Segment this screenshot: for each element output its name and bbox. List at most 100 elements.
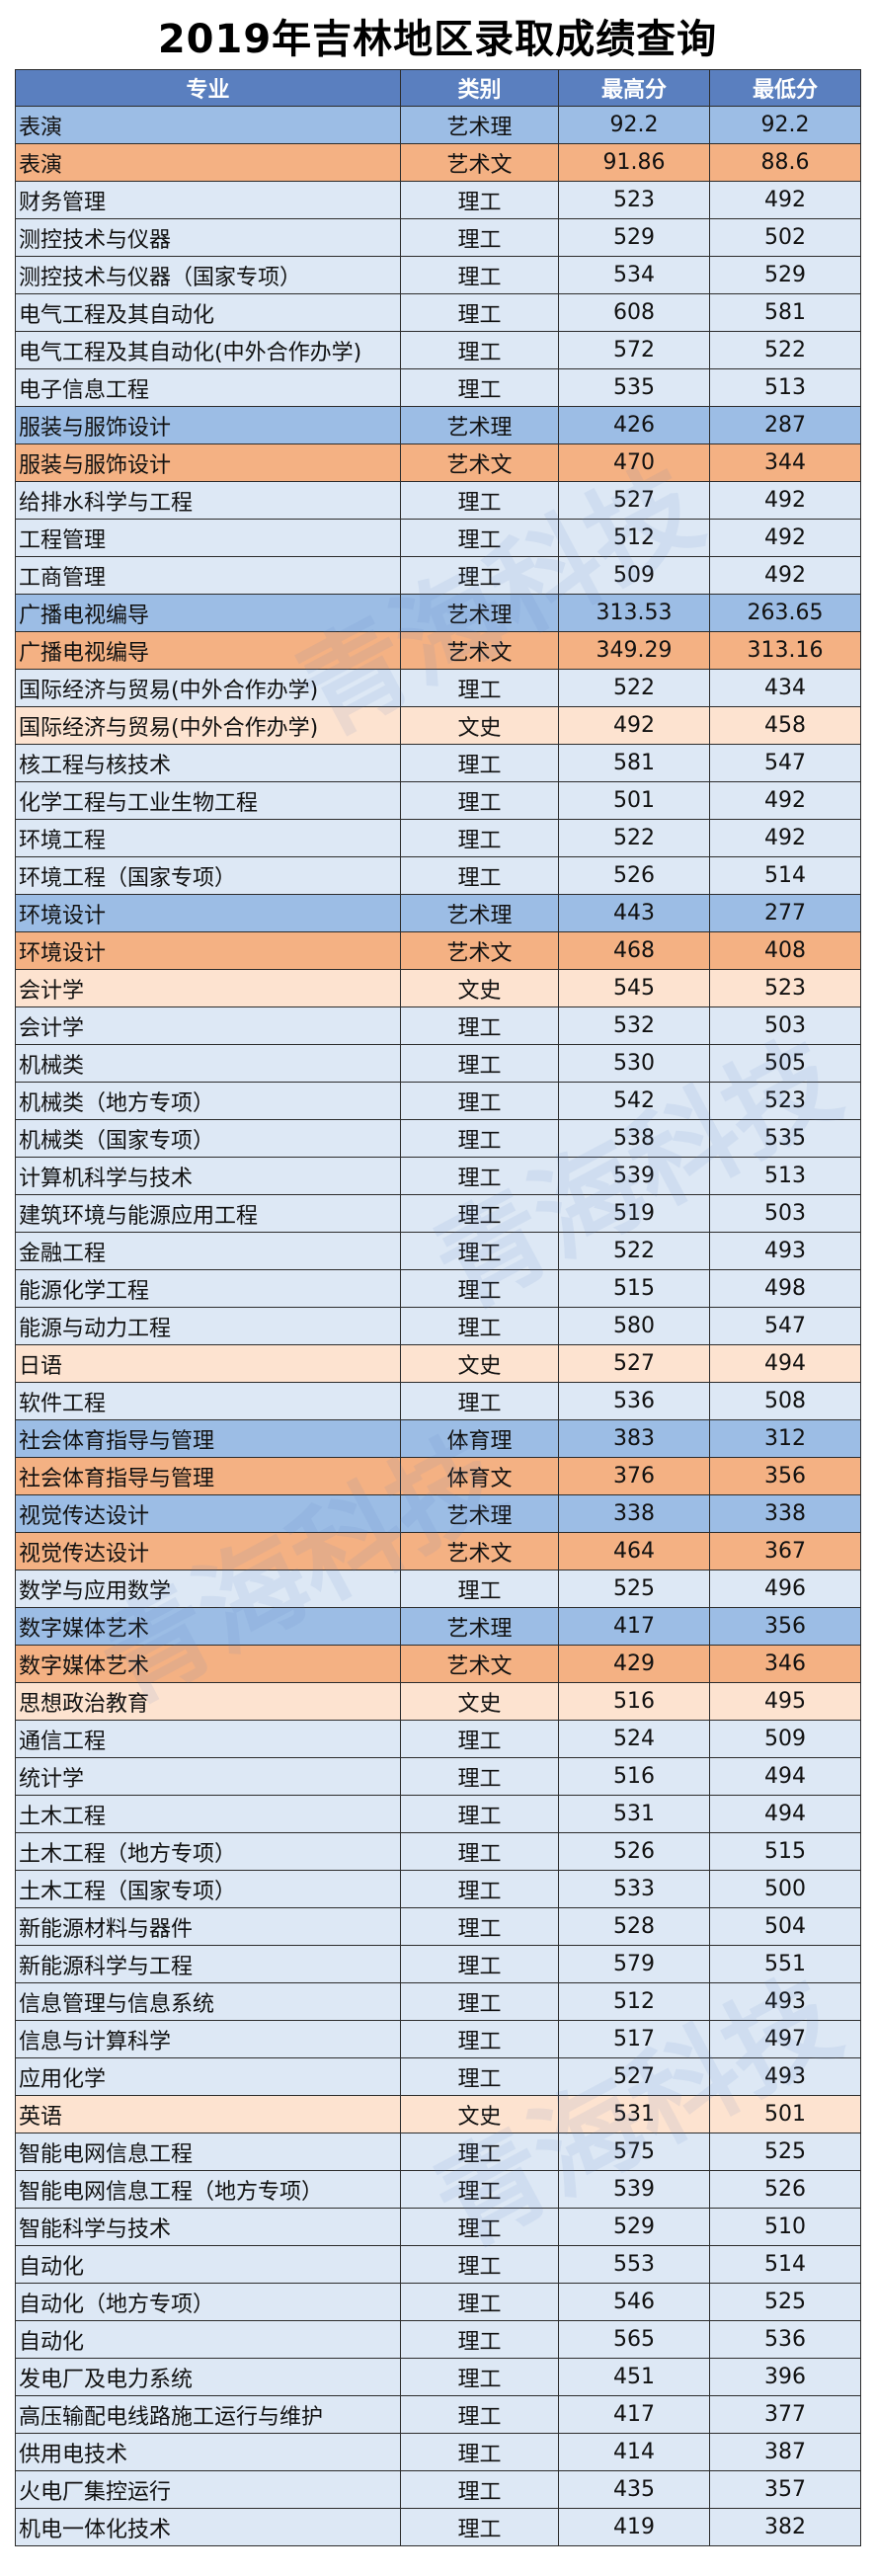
table-row: 能源化学工程 理工 515 498 — [15, 1269, 861, 1308]
table-row: 财务管理 理工 523 492 — [15, 181, 861, 219]
category-cell: 艺术理 — [400, 406, 559, 444]
major-cell: 应用化学 — [15, 2057, 401, 2096]
major-cell: 国际经济与贸易(中外合作办学) — [15, 669, 401, 707]
min-score-cell: 338 — [709, 1494, 861, 1533]
table-row: 电气工程及其自动化 理工 608 581 — [15, 293, 861, 332]
min-score-cell: 498 — [709, 1269, 861, 1308]
min-score-cell: 312 — [709, 1419, 861, 1458]
max-score-cell: 414 — [558, 2433, 710, 2471]
min-score-cell: 494 — [709, 1344, 861, 1383]
major-cell: 机械类 — [15, 1044, 401, 1083]
major-cell: 服装与服饰设计 — [15, 443, 401, 482]
min-score-cell: 522 — [709, 331, 861, 369]
major-cell: 机械类（地方专项） — [15, 1082, 401, 1120]
table-row: 环境设计 艺术文 468 408 — [15, 931, 861, 970]
category-cell: 理工 — [400, 2470, 559, 2509]
max-score-cell: 451 — [558, 2358, 710, 2396]
max-score-cell: 468 — [558, 931, 710, 970]
min-score-cell: 492 — [709, 781, 861, 820]
min-score-cell: 492 — [709, 481, 861, 520]
max-score-cell: 572 — [558, 331, 710, 369]
max-score-cell: 522 — [558, 1232, 710, 1270]
max-score-cell: 516 — [558, 1757, 710, 1796]
min-score-cell: 458 — [709, 706, 861, 745]
major-cell: 化学工程与工业生物工程 — [15, 781, 401, 820]
table-row: 高压输配电线路施工运行与维护 理工 417 377 — [15, 2395, 861, 2434]
max-score-cell: 419 — [558, 2508, 710, 2546]
major-cell: 电子信息工程 — [15, 368, 401, 407]
admission-score-table: 专业 类别 最高分 最低分 表演 艺术理 92.2 92.2 表演 艺术文 91.86 88.… — [15, 69, 861, 2546]
max-score-cell: 376 — [558, 1457, 710, 1495]
major-cell: 通信工程 — [15, 1720, 401, 1758]
table-row: 数字媒体艺术 艺术理 417 356 — [15, 1607, 861, 1646]
max-score-cell: 492 — [558, 706, 710, 745]
major-cell: 国际经济与贸易(中外合作办学) — [15, 706, 401, 745]
major-cell: 统计学 — [15, 1757, 401, 1796]
max-score-cell: 539 — [558, 1157, 710, 1195]
header-category: 类别 — [400, 69, 559, 107]
min-score-cell: 494 — [709, 1795, 861, 1833]
table-row: 表演 艺术理 92.2 92.2 — [15, 106, 861, 144]
major-cell: 电气工程及其自动化 — [15, 293, 401, 332]
category-cell: 理工 — [400, 1832, 559, 1871]
category-cell: 理工 — [400, 1044, 559, 1083]
min-score-cell: 492 — [709, 181, 861, 219]
category-cell: 理工 — [400, 1720, 559, 1758]
major-cell: 环境设计 — [15, 894, 401, 932]
major-cell: 土木工程（国家专项） — [15, 1870, 401, 1908]
max-score-cell: 383 — [558, 1419, 710, 1458]
min-score-cell: 581 — [709, 293, 861, 332]
page-title: 2019年吉林地区录取成绩查询 — [157, 17, 718, 62]
table-row: 通信工程 理工 524 509 — [15, 1720, 861, 1758]
min-score-cell: 514 — [709, 2245, 861, 2284]
category-cell: 理工 — [400, 481, 559, 520]
category-cell: 艺术理 — [400, 1607, 559, 1646]
min-score-cell: 357 — [709, 2470, 861, 2509]
major-cell: 广播电视编导 — [15, 631, 401, 670]
table-row: 国际经济与贸易(中外合作办学) 理工 522 434 — [15, 669, 861, 707]
table-row: 服装与服饰设计 艺术文 470 344 — [15, 443, 861, 482]
category-cell: 艺术文 — [400, 443, 559, 482]
category-cell: 理工 — [400, 2245, 559, 2284]
max-score-cell: 527 — [558, 1344, 710, 1383]
header-min-score: 最低分 — [709, 69, 861, 107]
table-row: 土木工程（国家专项） 理工 533 500 — [15, 1870, 861, 1908]
min-score-cell: 547 — [709, 1307, 861, 1345]
max-score-cell: 338 — [558, 1494, 710, 1533]
category-cell: 理工 — [400, 1795, 559, 1833]
max-score-cell: 417 — [558, 2395, 710, 2434]
major-cell: 信息与计算科学 — [15, 2020, 401, 2058]
min-score-cell: 509 — [709, 1720, 861, 1758]
min-score-cell: 529 — [709, 256, 861, 294]
category-cell: 理工 — [400, 1982, 559, 2021]
max-score-cell: 429 — [558, 1645, 710, 1683]
min-score-cell: 504 — [709, 1907, 861, 1946]
major-cell: 环境设计 — [15, 931, 401, 970]
min-score-cell: 277 — [709, 894, 861, 932]
table-row: 机械类（国家专项） 理工 538 535 — [15, 1119, 861, 1158]
table-row: 机械类（地方专项） 理工 542 523 — [15, 1082, 861, 1120]
table-row: 信息与计算科学 理工 517 497 — [15, 2020, 861, 2058]
table-row: 会计学 文史 545 523 — [15, 969, 861, 1007]
major-cell: 高压输配电线路施工运行与维护 — [15, 2395, 401, 2434]
table-row: 英语 文史 531 501 — [15, 2095, 861, 2133]
min-score-cell: 503 — [709, 1194, 861, 1233]
category-cell: 文史 — [400, 969, 559, 1007]
min-score-cell: 492 — [709, 556, 861, 595]
max-score-cell: 532 — [558, 1006, 710, 1045]
major-cell: 土木工程（地方专项） — [15, 1832, 401, 1871]
category-cell: 艺术理 — [400, 894, 559, 932]
table-row: 供用电技术 理工 414 387 — [15, 2433, 861, 2471]
category-cell: 理工 — [400, 2358, 559, 2396]
category-cell: 理工 — [400, 1945, 559, 1983]
table-row: 给排水科学与工程 理工 527 492 — [15, 481, 861, 520]
table-header-row: 专业 类别 最高分 最低分 — [15, 69, 861, 107]
table-row: 计算机科学与技术 理工 539 513 — [15, 1157, 861, 1195]
category-cell: 文史 — [400, 706, 559, 745]
max-score-cell: 512 — [558, 519, 710, 557]
min-score-cell: 523 — [709, 1082, 861, 1120]
category-cell: 理工 — [400, 1232, 559, 1270]
category-cell: 理工 — [400, 218, 559, 257]
table-row: 发电厂及电力系统 理工 451 396 — [15, 2358, 861, 2396]
